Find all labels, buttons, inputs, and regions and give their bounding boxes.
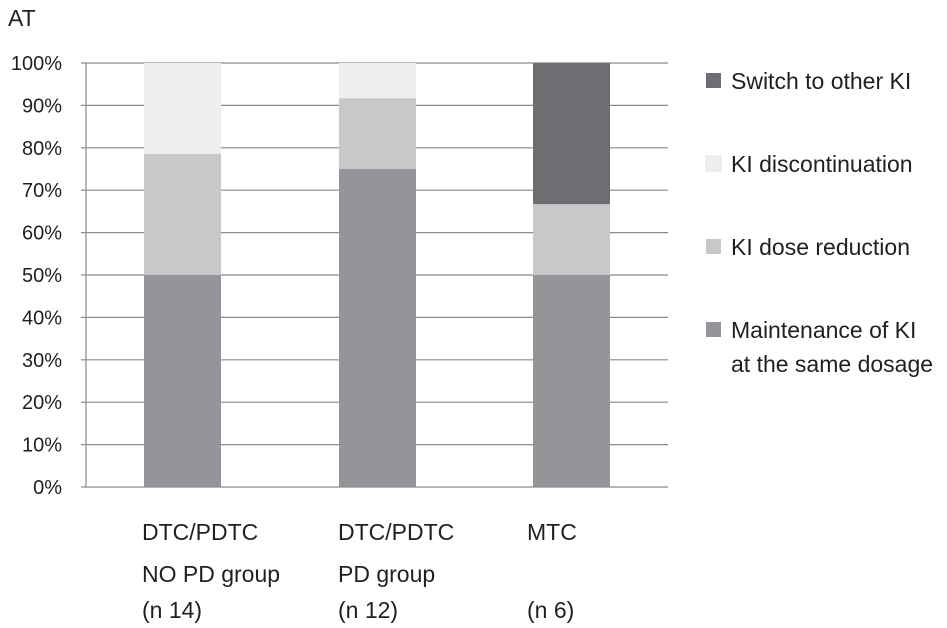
y-tick-label: 90% <box>22 95 62 117</box>
y-tick-label: 50% <box>22 265 62 287</box>
legend-label: at the same dosage <box>731 351 933 377</box>
bar-segment <box>533 63 610 205</box>
y-tick-label: 0% <box>33 477 62 499</box>
x-category-label: PD group <box>338 561 435 587</box>
y-tick-label: 100% <box>11 53 62 75</box>
bar-segment <box>339 98 416 169</box>
bar-segment <box>144 153 221 275</box>
legend-swatch <box>706 322 721 337</box>
y-tick-label: 20% <box>22 392 62 414</box>
bar-segment <box>339 169 416 487</box>
legend-label: KI discontinuation <box>731 151 913 177</box>
legend-swatch <box>706 239 721 254</box>
legend-label: Maintenance of KI <box>731 317 916 343</box>
x-category-label: (n 14) <box>142 597 202 623</box>
x-category-label: (n 12) <box>338 597 398 623</box>
legend-label: KI dose reduction <box>731 234 910 260</box>
bar-segment <box>144 275 221 487</box>
y-tick-label: 10% <box>22 435 62 457</box>
y-tick-label: 70% <box>22 180 62 202</box>
x-category-label: MTC <box>527 519 577 545</box>
bar-segment <box>144 63 221 154</box>
legend-swatch <box>706 73 721 88</box>
y-tick-label: 80% <box>22 138 62 160</box>
y-tick-labels: 0% 10% 20% 30% 40% 50% 60% 70% 80% 90% 100% <box>11 53 62 499</box>
x-category-labels: DTC/PDTC NO PD group (n 14) DTC/PDTC PD grou… <box>142 519 577 623</box>
legend-swatch <box>705 155 722 172</box>
bar-segment <box>533 204 610 275</box>
bar-segment <box>533 275 610 487</box>
legend-label: Switch to other KI <box>731 68 911 94</box>
bar-segment <box>339 63 416 99</box>
y-tick-label: 30% <box>22 350 62 372</box>
axes <box>81 62 668 488</box>
x-category-label: NO PD group <box>142 561 280 587</box>
legend: Switch to other KI KI discontinuation KI d… <box>705 68 933 377</box>
bars <box>144 63 610 487</box>
y-tick-label: 60% <box>22 223 62 245</box>
x-category-label: DTC/PDTC <box>338 519 454 545</box>
x-category-label: DTC/PDTC <box>142 519 258 545</box>
chart-title: AT <box>8 5 36 31</box>
y-tick-label: 40% <box>22 307 62 329</box>
x-category-label: (n 6) <box>527 597 574 623</box>
